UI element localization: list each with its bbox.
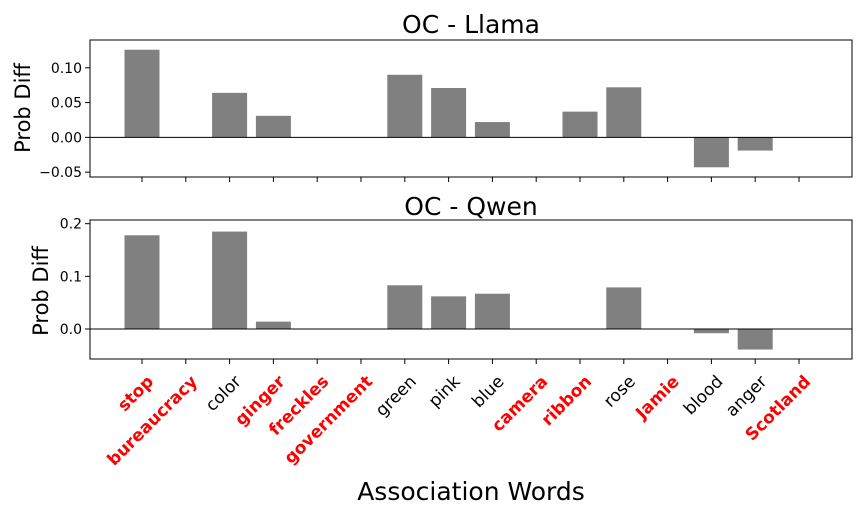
x-axis-label: Association Words xyxy=(357,477,585,506)
bar-llama-blue xyxy=(474,122,510,138)
bar-llama-pink xyxy=(431,87,467,138)
plot-frame-qwen xyxy=(89,219,853,360)
bar-llama-ribbon xyxy=(562,111,598,138)
bar-llama-blood xyxy=(693,137,729,168)
plot-area-llama: −0.05 0.00 0.05 0.10 xyxy=(39,39,853,182)
bar-llama-color xyxy=(212,92,248,138)
bar-qwen-blue xyxy=(474,293,510,329)
y-tick-label-llama: 0.10 xyxy=(51,61,82,77)
bar-llama-green xyxy=(387,74,423,138)
y-tick-label-llama: 0.00 xyxy=(51,130,82,146)
y-tick-label-llama: −0.05 xyxy=(39,165,82,181)
x-tick-label-rose: rose xyxy=(600,372,640,412)
bar-qwen-rose xyxy=(606,287,642,329)
plot-frame-llama xyxy=(89,39,853,178)
bar-llama-stop xyxy=(124,49,160,138)
x-tick-label-blood: blood xyxy=(680,372,727,419)
y-tick-label-qwen: 0.2 xyxy=(60,217,82,233)
bar-llama-anger xyxy=(737,137,773,151)
chart-title-llama: OC - Llama xyxy=(402,10,540,39)
x-tick-label-green: green xyxy=(372,372,421,421)
bar-llama-rose xyxy=(606,87,642,138)
bar-llama-ginger xyxy=(255,115,291,138)
x-tick-label-blue: blue xyxy=(468,372,508,412)
bar-qwen-color xyxy=(212,231,248,329)
y-axis-label-llama: Prob Diff xyxy=(11,63,35,153)
bar-qwen-green xyxy=(387,285,423,329)
y-tick-label-llama: 0.05 xyxy=(51,96,82,112)
bar-qwen-ginger xyxy=(255,321,291,329)
y-tick-label-qwen: 0.1 xyxy=(60,269,82,285)
y-axis-label-qwen: Prob Diff xyxy=(29,246,53,336)
x-tick-label-pink: pink xyxy=(425,372,465,412)
plot-area-qwen: 0.0 0.1 0.2 xyxy=(60,217,853,364)
y-tick-label-qwen: 0.0 xyxy=(60,322,82,338)
bar-qwen-pink xyxy=(431,296,467,329)
bar-qwen-anger xyxy=(737,328,773,350)
bar-qwen-blood xyxy=(693,328,729,334)
x-tick-label-jamie: Jamie xyxy=(631,372,683,424)
bar-qwen-stop xyxy=(124,235,160,329)
chart-title-qwen: OC - Qwen xyxy=(404,192,537,221)
